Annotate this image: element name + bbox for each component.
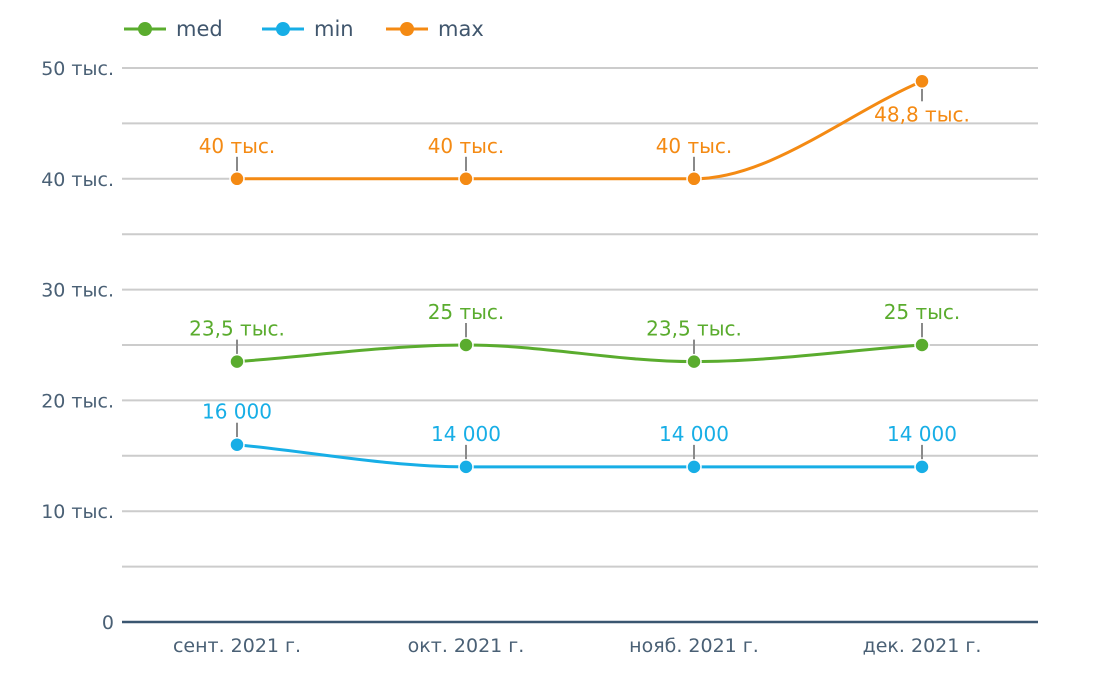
- data-label-med: 23,5 тыс.: [189, 317, 285, 341]
- y-tick-label: 10 тыс.: [41, 501, 114, 523]
- x-tick-label: дек. 2021 г.: [863, 635, 982, 657]
- x-tick-label: нояб. 2021 г.: [629, 635, 759, 657]
- data-point-max: [686, 171, 702, 187]
- data-label-min: 16 000: [202, 400, 272, 424]
- data-point-med: [914, 337, 930, 353]
- legend-item-med: med: [124, 17, 223, 41]
- data-point-med: [229, 353, 245, 370]
- x-tick-label: сент. 2021 г.: [173, 635, 301, 657]
- data-point-max: [458, 171, 474, 187]
- series-layer: 23,5 тыс. 25 тыс. 23,5 тыс. 25 тыс. 16 000 14…: [189, 73, 970, 475]
- legend-marker: [276, 22, 290, 36]
- series-min: 16 000 14 000 14 000 14 000: [202, 400, 957, 475]
- grid-layer: [122, 67, 1038, 568]
- y-tick-label: 0: [102, 612, 114, 634]
- data-point-min: [458, 459, 474, 475]
- data-label-min: 14 000: [659, 422, 729, 446]
- data-label-max: 40 тыс.: [428, 134, 505, 158]
- y-tick-label: 30 тыс.: [41, 280, 114, 302]
- data-label-max: 48,8 тыс.: [874, 102, 970, 126]
- data-label-med: 25 тыс.: [884, 300, 961, 324]
- data-point-med: [458, 337, 474, 353]
- series-line-max: [235, 79, 924, 181]
- legend-item-min: min: [262, 17, 354, 41]
- data-label-min: 14 000: [431, 422, 501, 446]
- series-line-min: [235, 443, 924, 469]
- y-tick-label: 40 тыс.: [41, 169, 114, 191]
- series-med: 23,5 тыс. 25 тыс. 23,5 тыс. 25 тыс.: [189, 300, 961, 370]
- data-label-max: 40 тыс.: [656, 134, 733, 158]
- data-label-min: 14 000: [887, 422, 957, 446]
- data-label-max: 40 тыс.: [199, 134, 276, 158]
- data-point-max: [229, 171, 245, 187]
- data-point-med: [686, 353, 702, 370]
- data-point-min: [686, 459, 702, 475]
- series-max: 40 тыс. 40 тыс. 40 тыс. 48,8 тыс.: [199, 73, 970, 187]
- legend-item-max: max: [386, 17, 484, 41]
- x-tick-label: окт. 2021 г.: [408, 635, 525, 657]
- legend: med min max: [124, 17, 484, 41]
- series-line-med: [235, 343, 924, 364]
- axis-layer: 0 10 тыс. 20 тыс. 30 тыс. 40 тыс. 50 тыс. сент…: [41, 58, 1038, 657]
- legend-label: min: [314, 17, 354, 41]
- data-point-min: [229, 436, 245, 453]
- y-tick-label: 50 тыс.: [41, 58, 114, 80]
- data-point-max: [914, 73, 930, 90]
- y-tick-label: 20 тыс.: [41, 390, 114, 412]
- legend-marker: [138, 22, 152, 36]
- legend-label: med: [176, 17, 223, 41]
- legend-marker: [400, 22, 414, 36]
- data-label-med: 23,5 тыс.: [646, 317, 742, 341]
- data-label-med: 25 тыс.: [428, 300, 505, 324]
- legend-label: max: [438, 17, 484, 41]
- data-point-min: [914, 459, 930, 475]
